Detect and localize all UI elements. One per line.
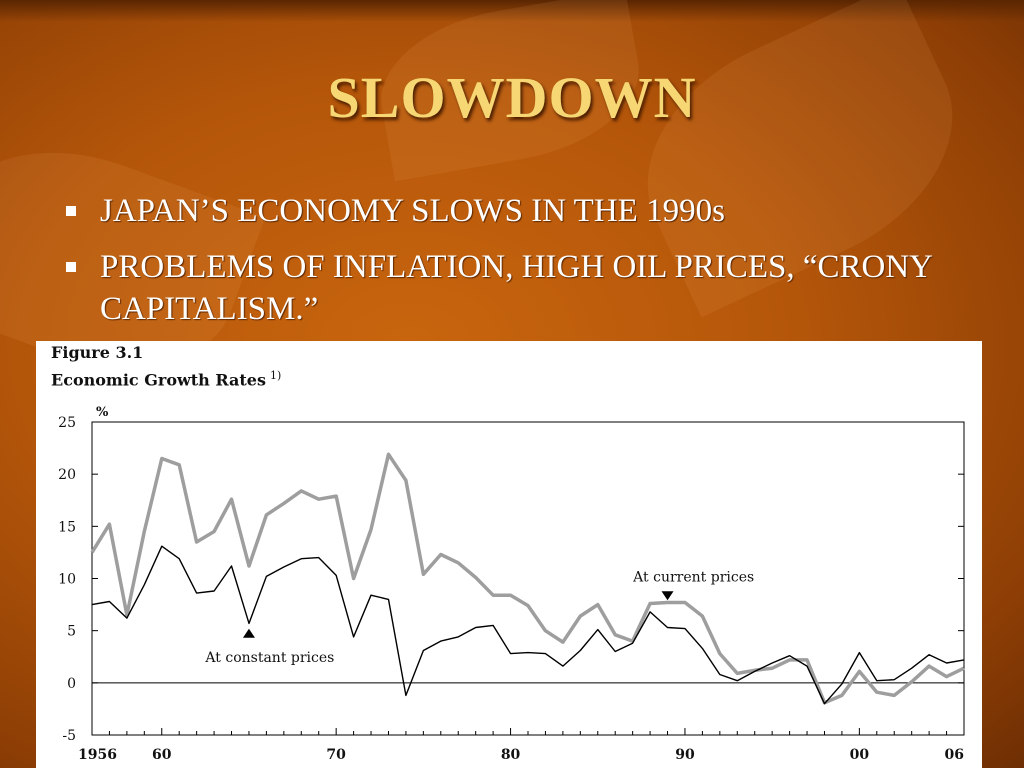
series-annotation-label: At current prices bbox=[632, 569, 754, 585]
x-tick-label: 60 bbox=[152, 747, 172, 763]
y-tick-label: 25 bbox=[58, 415, 76, 431]
y-tick-label: 15 bbox=[58, 519, 76, 535]
slide-title: SLOWDOWN bbox=[327, 65, 697, 130]
series-annotation-label: At constant prices bbox=[204, 650, 334, 666]
y-tick-label: 5 bbox=[67, 624, 76, 640]
figure-title-row: Economic Growth Rates 1) bbox=[51, 369, 281, 389]
growth-rate-chart: % -5 0 5 10 15 20 25 1956 60 70 80 90 00 06 At current … bbox=[58, 405, 965, 763]
x-tick-label: 80 bbox=[501, 747, 521, 763]
bullet-text: PROBLEMS OF INFLATION, HIGH OIL PRICES, … bbox=[100, 249, 932, 327]
annotation-arrow-icon bbox=[242, 628, 255, 638]
y-tick-label: -5 bbox=[62, 728, 76, 744]
bullet-text: JAPAN’S ECONOMY SLOWS IN THE 1990s bbox=[100, 193, 725, 229]
figure-panel: Figure 3.1 Economic Growth Rates 1) % -5 0 5… bbox=[36, 341, 982, 768]
y-axis-unit-label: % bbox=[96, 405, 109, 420]
annotation-arrow-icon bbox=[661, 591, 674, 601]
figure-label: Figure 3.1 bbox=[51, 343, 144, 362]
figure-footnote-mark: 1) bbox=[269, 369, 282, 382]
x-tick-label: 70 bbox=[326, 747, 346, 763]
bullet-list: JAPAN’S ECONOMY SLOWS IN THE 1990s PROBL… bbox=[60, 190, 990, 344]
figure-title: Economic Growth Rates bbox=[51, 370, 266, 390]
y-tick-label: 10 bbox=[58, 572, 76, 588]
bullet-item: JAPAN’S ECONOMY SLOWS IN THE 1990s bbox=[60, 190, 990, 232]
bullet-square-icon bbox=[66, 262, 76, 272]
series-line-constant-prices bbox=[91, 545, 965, 705]
x-tick-label: 00 bbox=[850, 747, 870, 763]
y-tick-label: 0 bbox=[67, 676, 76, 692]
top-shadow-bar bbox=[0, 0, 1024, 22]
series-line-current-prices bbox=[90, 452, 965, 705]
x-tick-label: 06 bbox=[945, 747, 964, 763]
y-tick-label: 20 bbox=[58, 467, 76, 483]
x-tick-label: 1956 bbox=[78, 747, 117, 763]
bullet-item: PROBLEMS OF INFLATION, HIGH OIL PRICES, … bbox=[60, 246, 990, 330]
bullet-square-icon bbox=[66, 206, 76, 216]
x-tick-label: 90 bbox=[675, 747, 695, 763]
